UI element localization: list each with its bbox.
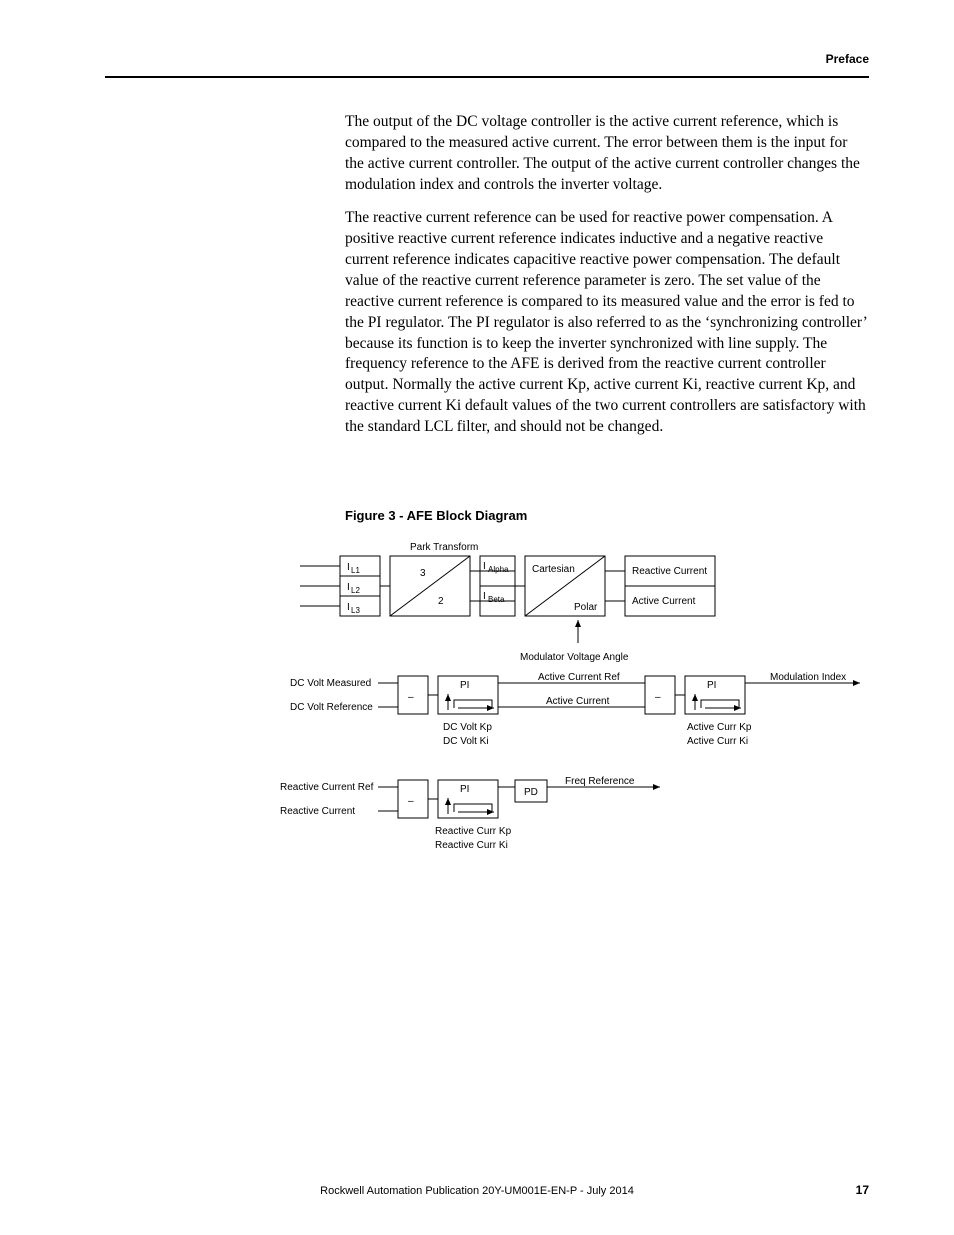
svg-text:–: – <box>655 692 661 703</box>
svg-text:Reactive Current: Reactive Current <box>280 806 355 817</box>
svg-text:Reactive Curr Ki: Reactive Curr Ki <box>435 840 508 851</box>
svg-text:PI: PI <box>707 680 716 691</box>
svg-text:Active Current: Active Current <box>632 596 696 607</box>
svg-text:L1: L1 <box>351 566 360 575</box>
footer-text: Rockwell Automation Publication 20Y-UM00… <box>0 1185 954 1197</box>
svg-text:Beta: Beta <box>488 595 505 604</box>
svg-text:I: I <box>347 562 350 573</box>
label-park-transform: Park Transform <box>410 542 478 553</box>
svg-text:Reactive Current: Reactive Current <box>632 566 707 577</box>
svg-text:PI: PI <box>460 680 469 691</box>
svg-text:Reactive Current Ref: Reactive Current Ref <box>280 782 374 793</box>
svg-text:Active Curr Kp: Active Curr Kp <box>687 722 752 733</box>
svg-text:Polar: Polar <box>574 602 598 613</box>
header-section: Preface <box>826 52 869 66</box>
svg-text:2: 2 <box>438 596 444 607</box>
svg-text:Active Current: Active Current <box>546 696 610 707</box>
svg-text:Modulation Index: Modulation Index <box>770 672 846 683</box>
svg-text:I: I <box>483 561 486 572</box>
figure-caption: Figure 3 - AFE Block Diagram <box>345 508 527 523</box>
svg-text:–: – <box>408 796 414 807</box>
paragraph-1: The output of the DC voltage controller … <box>345 112 869 196</box>
svg-text:Active Curr Ki: Active Curr Ki <box>687 736 748 747</box>
svg-text:PI: PI <box>460 784 469 795</box>
svg-text:DC Volt Ki: DC Volt Ki <box>443 736 489 747</box>
svg-text:PD: PD <box>524 787 538 798</box>
svg-text:–: – <box>408 692 414 703</box>
svg-text:DC Volt Kp: DC Volt Kp <box>443 722 492 733</box>
page-number: 17 <box>856 1183 869 1197</box>
svg-text:I: I <box>347 602 350 613</box>
svg-text:Modulator Voltage Angle: Modulator Voltage Angle <box>520 652 629 663</box>
svg-text:Cartesian: Cartesian <box>532 564 575 575</box>
svg-text:DC Volt Reference: DC Volt Reference <box>290 702 373 713</box>
svg-text:3: 3 <box>420 568 426 579</box>
svg-text:Alpha: Alpha <box>488 565 509 574</box>
svg-text:I: I <box>347 582 350 593</box>
header-rule <box>105 76 869 78</box>
svg-text:Freq Reference: Freq Reference <box>565 776 635 787</box>
paragraph-2: The reactive current reference can be us… <box>345 208 869 438</box>
svg-text:Reactive Curr Kp: Reactive Curr Kp <box>435 826 512 837</box>
afe-block-diagram: Park Transform IL1 IL2 IL3 3 2 IAlpha IB… <box>280 538 870 918</box>
svg-text:L3: L3 <box>351 606 360 615</box>
svg-text:DC Volt Measured: DC Volt Measured <box>290 678 371 689</box>
svg-text:I: I <box>483 591 486 602</box>
svg-text:L2: L2 <box>351 586 360 595</box>
svg-text:Active Current Ref: Active Current Ref <box>538 672 620 683</box>
